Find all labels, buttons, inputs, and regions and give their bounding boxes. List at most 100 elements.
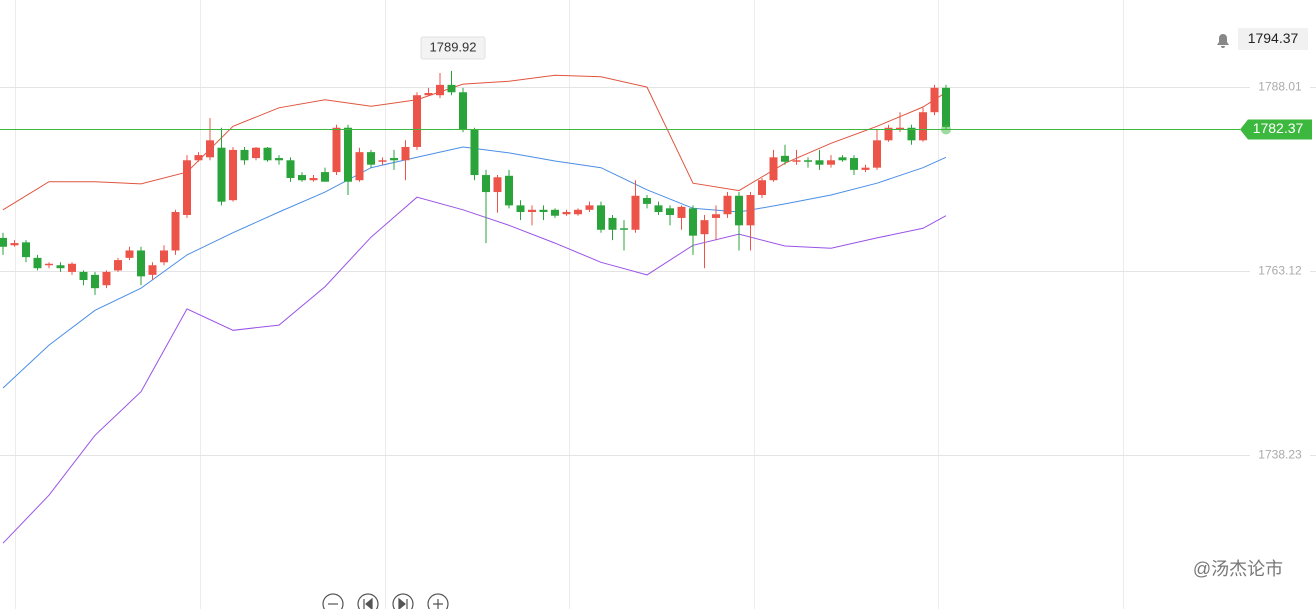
candle-body <box>712 214 720 218</box>
candles <box>0 70 950 295</box>
icon <box>398 597 408 609</box>
candle-body <box>240 149 249 161</box>
candle-body <box>367 152 375 165</box>
icon <box>433 599 443 609</box>
high-tooltip: 1789.92 <box>420 36 486 60</box>
candle-body <box>758 180 766 196</box>
candle-body <box>815 160 824 165</box>
candle-body <box>332 127 341 173</box>
candle-body <box>792 160 801 162</box>
candle-body <box>252 147 260 159</box>
candle-body <box>884 127 893 141</box>
candle-body <box>459 92 467 130</box>
last-price-tag <box>1240 119 1312 140</box>
alert-price: 1794.37 <box>1248 30 1299 46</box>
icon <box>363 597 373 609</box>
tooltip-text: 1789.92 <box>430 39 477 54</box>
candle-body <box>309 178 318 181</box>
candle-body <box>700 220 709 235</box>
candle-body <box>91 274 99 289</box>
alert-box <box>1238 28 1308 50</box>
candle-body <box>620 228 628 230</box>
candle-body <box>689 208 697 236</box>
tooltip-box <box>420 36 486 60</box>
candle-body <box>275 158 283 161</box>
candle-body <box>666 208 674 215</box>
candle-body <box>769 157 778 181</box>
candle-body <box>907 127 916 141</box>
candle-body <box>723 195 732 215</box>
candle-body <box>735 195 743 226</box>
candle-body <box>539 209 548 213</box>
candle-body <box>608 217 617 230</box>
candle-body <box>436 84 444 96</box>
candle-body <box>102 271 111 286</box>
candle-body <box>447 84 456 93</box>
zoom-out-button[interactable] <box>322 593 344 609</box>
candle-body <box>286 160 295 179</box>
candle-body <box>355 152 364 181</box>
y-tick-bg <box>1250 263 1310 280</box>
candle-body <box>827 160 835 165</box>
y-tick-label: 1738.23 <box>1258 448 1302 462</box>
candle-body <box>321 172 329 182</box>
candle-body <box>125 250 134 258</box>
y-tick-bg <box>1250 447 1310 464</box>
candle-body <box>505 175 513 206</box>
candle-body <box>919 112 927 141</box>
candle-body <box>22 242 30 258</box>
candle-body <box>528 209 536 213</box>
candle-body <box>597 205 605 230</box>
grid: 1738.23 1763.12 1788.01 <box>0 79 1316 464</box>
candle-body <box>401 146 410 161</box>
candle-body <box>148 265 157 275</box>
candle-body <box>137 250 145 277</box>
candle-body <box>850 158 858 170</box>
candle-body <box>413 95 421 147</box>
candle-body <box>114 260 122 271</box>
candle-body <box>424 92 433 96</box>
candle-body <box>551 209 559 216</box>
overlay: 1782.37 <box>0 119 1312 140</box>
candle-body <box>229 149 237 201</box>
alert[interactable]: 1794.37 <box>1217 28 1308 50</box>
candle-body <box>838 157 847 161</box>
candle-body <box>0 237 7 247</box>
candle-body <box>378 160 387 162</box>
y-tick-label: 1788.01 <box>1258 80 1302 94</box>
candle-body <box>344 127 352 182</box>
last-price-glow <box>941 124 951 135</box>
candle-body <box>470 129 479 176</box>
candle-body <box>942 87 950 128</box>
band-line <box>2 146 947 389</box>
candle-body <box>56 265 65 269</box>
candle-body <box>217 147 226 202</box>
prev-button[interactable] <box>357 593 379 609</box>
next-button[interactable] <box>392 593 414 609</box>
bell-icon[interactable] <box>1217 34 1229 48</box>
candle-body <box>183 160 191 215</box>
candle-body <box>873 140 881 168</box>
candle-body <box>68 263 76 272</box>
candle-body <box>631 195 640 230</box>
candle-body <box>562 212 571 215</box>
candle-body <box>79 271 88 281</box>
candle-body <box>861 167 870 170</box>
last-price-label: 1782.37 <box>1253 120 1304 136</box>
candle-body <box>263 147 272 161</box>
candle-body <box>516 205 525 213</box>
candle-body <box>654 205 663 213</box>
candle-body <box>585 205 594 210</box>
candle-body <box>45 263 53 266</box>
controls[interactable] <box>322 593 449 609</box>
candle-body <box>206 140 214 158</box>
candle-body <box>298 175 306 181</box>
y-tick-bg <box>1250 79 1310 96</box>
candle-body <box>746 195 755 226</box>
candle-body <box>160 250 168 263</box>
candle-body <box>10 243 19 246</box>
candle-body <box>390 158 398 161</box>
candle-body <box>930 87 939 113</box>
